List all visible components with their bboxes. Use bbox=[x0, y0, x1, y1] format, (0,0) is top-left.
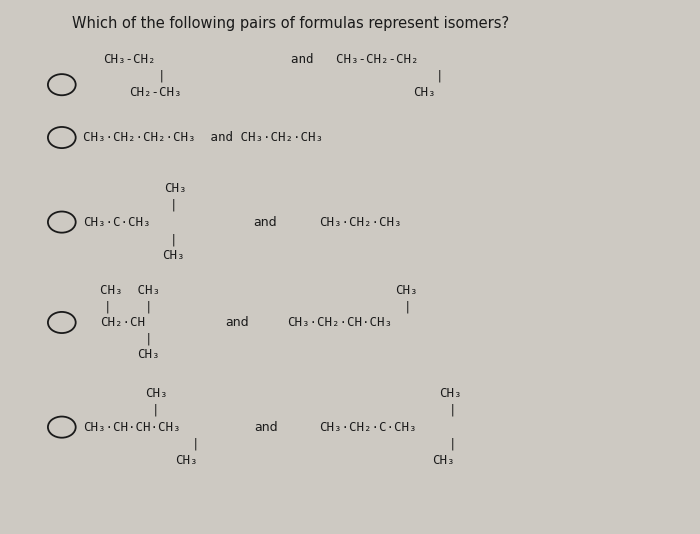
Text: CH₃  CH₃: CH₃ CH₃ bbox=[100, 284, 160, 297]
Text: CH₃: CH₃ bbox=[162, 249, 185, 262]
Text: and: and bbox=[254, 421, 278, 434]
Text: |: | bbox=[404, 300, 412, 313]
Text: CH₃·CH·CH·CH₃: CH₃·CH·CH·CH₃ bbox=[83, 421, 180, 434]
Text: |: | bbox=[449, 403, 456, 416]
Text: |: | bbox=[145, 332, 153, 345]
Text: CH₃: CH₃ bbox=[175, 454, 197, 467]
Text: CH₃·CH₂·CH₃: CH₃·CH₂·CH₃ bbox=[318, 216, 401, 229]
Text: |: | bbox=[145, 300, 153, 313]
Text: |: | bbox=[192, 437, 199, 451]
Text: CH₃: CH₃ bbox=[136, 348, 160, 361]
Text: CH₃·CH₂·CH₂·CH₃  and CH₃·CH₂·CH₃: CH₃·CH₂·CH₂·CH₃ and CH₃·CH₂·CH₃ bbox=[83, 131, 323, 144]
Text: |: | bbox=[449, 437, 456, 451]
Text: |: | bbox=[152, 403, 160, 416]
Text: and: and bbox=[225, 316, 248, 329]
Text: and: and bbox=[253, 216, 276, 229]
Text: CH₃: CH₃ bbox=[432, 454, 454, 467]
Text: |: | bbox=[435, 69, 443, 82]
Text: CH₃: CH₃ bbox=[439, 387, 461, 400]
Text: CH₃-CH₂: CH₃-CH₂ bbox=[104, 53, 156, 66]
Text: and   CH₃-CH₂-CH₂: and CH₃-CH₂-CH₂ bbox=[291, 53, 419, 66]
Text: |: | bbox=[104, 300, 111, 313]
Text: CH₂-CH₃: CH₂-CH₃ bbox=[130, 85, 182, 99]
Text: CH₃: CH₃ bbox=[164, 182, 186, 195]
Text: |: | bbox=[169, 233, 177, 246]
Text: Which of the following pairs of formulas represent isomers?: Which of the following pairs of formulas… bbox=[72, 17, 510, 32]
Text: CH₃·CH₂·C·CH₃: CH₃·CH₂·C·CH₃ bbox=[318, 421, 416, 434]
Text: CH₃: CH₃ bbox=[145, 387, 167, 400]
Text: CH₃·CH₂·CH·CH₃: CH₃·CH₂·CH·CH₃ bbox=[288, 316, 393, 329]
Text: CH₃·C·CH₃: CH₃·C·CH₃ bbox=[83, 216, 150, 229]
Text: CH₃: CH₃ bbox=[395, 284, 418, 297]
Text: CH₂·CH: CH₂·CH bbox=[100, 316, 145, 329]
Text: |: | bbox=[169, 198, 177, 211]
Text: |: | bbox=[158, 69, 165, 82]
Text: CH₃: CH₃ bbox=[413, 85, 435, 99]
